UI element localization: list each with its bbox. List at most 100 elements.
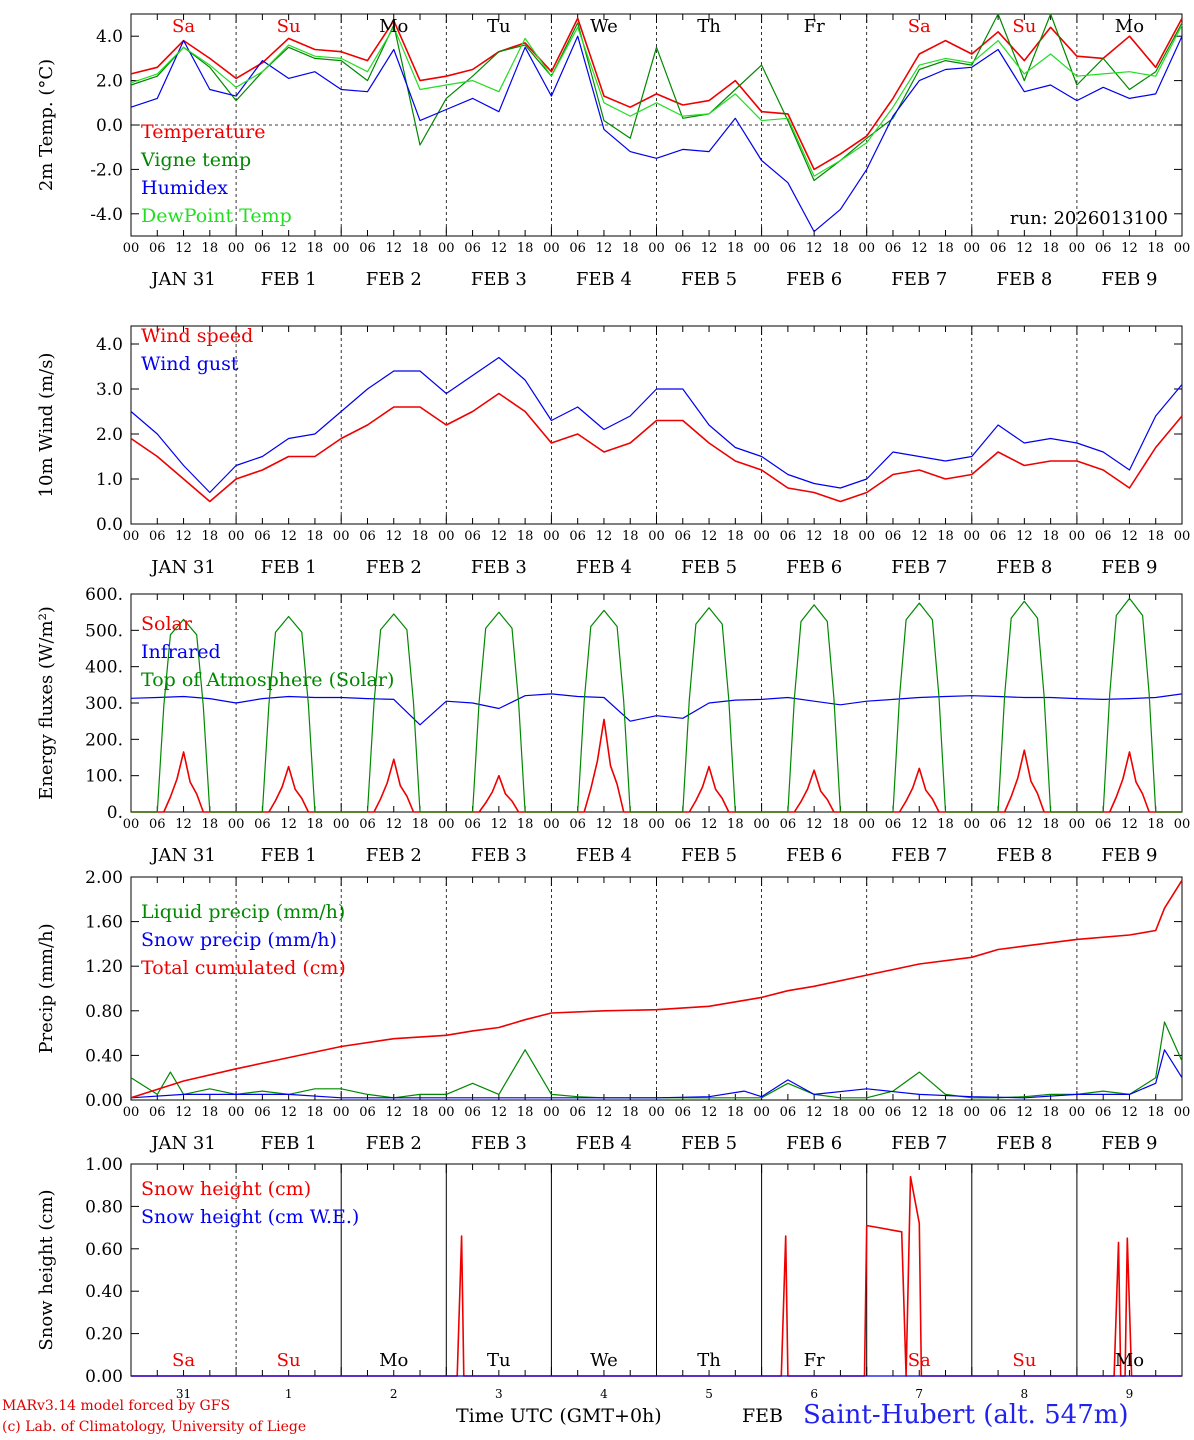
hour-tick-label: 12 xyxy=(175,817,192,832)
day-number: 2 xyxy=(390,1387,398,1401)
hour-tick-label: 18 xyxy=(727,817,744,832)
hour-tick-label: 18 xyxy=(832,1105,849,1120)
day-label: FEB 9 xyxy=(1101,269,1157,290)
legend-entry: Total cumulated (cm) xyxy=(141,957,346,979)
y-tick-label: 0.80 xyxy=(85,1197,123,1217)
day-label: FEB 7 xyxy=(891,1133,947,1154)
hour-tick-label: 00 xyxy=(228,1105,245,1120)
day-label: FEB 6 xyxy=(786,845,842,866)
hour-tick-label: 00 xyxy=(228,241,245,256)
y-tick-label: 1.60 xyxy=(85,913,123,933)
hour-tick-label: 12 xyxy=(806,529,823,544)
hour-tick-label: 00 xyxy=(858,817,875,832)
legend-entry: Wind speed xyxy=(141,325,253,347)
day-label: FEB 4 xyxy=(576,269,632,290)
weekday-label: Fr xyxy=(804,16,825,37)
hour-tick-label: 00 xyxy=(1174,817,1191,832)
day-label: FEB 6 xyxy=(786,269,842,290)
hour-tick-label: 06 xyxy=(569,1105,586,1120)
day-number: 1 xyxy=(285,1387,293,1401)
hour-tick-label: 18 xyxy=(1042,817,1059,832)
legend-entry: Wind gust xyxy=(141,353,239,375)
day-label: FEB 8 xyxy=(996,1133,1052,1154)
y-tick-label: 0.0 xyxy=(96,515,123,535)
panel-precip xyxy=(130,876,1183,1101)
legend-entry: Temperature xyxy=(141,121,265,143)
hour-tick-label: 00 xyxy=(543,817,560,832)
day-label: FEB 4 xyxy=(576,845,632,866)
weekday-label: Su xyxy=(277,1350,301,1371)
day-label: FEB 2 xyxy=(366,557,422,578)
y-axis-label: 2m Temp. (°C) xyxy=(36,59,57,191)
hour-tick-label: 06 xyxy=(885,1105,902,1120)
hour-tick-label: 12 xyxy=(911,817,928,832)
day-label: FEB 8 xyxy=(996,557,1052,578)
hour-tick-label: 00 xyxy=(858,529,875,544)
hour-tick-label: 12 xyxy=(1016,529,1033,544)
y-tick-label: 0.00 xyxy=(85,1367,123,1387)
hour-tick-label: 00 xyxy=(333,1105,350,1120)
hour-tick-label: 12 xyxy=(280,1105,297,1120)
hour-tick-label: 06 xyxy=(990,241,1007,256)
hour-tick-label: 00 xyxy=(1069,529,1086,544)
legend-entry: Vigne temp xyxy=(140,149,251,171)
y-tick-label: 0.80 xyxy=(85,1002,123,1022)
hour-tick-label: 06 xyxy=(1095,817,1112,832)
hour-tick-label: 00 xyxy=(438,1105,455,1120)
day-label: FEB 3 xyxy=(471,845,527,866)
weekday-label: Tu xyxy=(487,16,511,37)
hour-tick-label: 18 xyxy=(622,1105,639,1120)
hour-tick-label: 06 xyxy=(675,1105,692,1120)
hour-tick-label: 06 xyxy=(149,1105,166,1120)
hour-tick-label: 06 xyxy=(1095,1105,1112,1120)
day-label: FEB 3 xyxy=(471,557,527,578)
hour-tick-label: 06 xyxy=(569,241,586,256)
legend-entry: Snow height (cm) xyxy=(141,1178,311,1200)
hour-tick-label: 18 xyxy=(622,241,639,256)
hour-tick-label: 18 xyxy=(1147,817,1164,832)
hour-tick-label: 00 xyxy=(858,241,875,256)
day-label: FEB 9 xyxy=(1101,557,1157,578)
hour-tick-label: 12 xyxy=(806,241,823,256)
hour-tick-label: 00 xyxy=(858,1105,875,1120)
day-label: FEB 3 xyxy=(471,269,527,290)
hour-tick-label: 12 xyxy=(1121,817,1138,832)
y-tick-label: 0.00 xyxy=(85,1091,123,1111)
hour-tick-label: 12 xyxy=(596,1105,613,1120)
day-label: FEB 5 xyxy=(681,845,737,866)
run-label: run: 2026013100 xyxy=(1010,208,1168,229)
legend-entry: Snow precip (mm/h) xyxy=(141,929,337,951)
hour-tick-label: 12 xyxy=(175,529,192,544)
hour-tick-label: 00 xyxy=(1069,1105,1086,1120)
y-tick-label: 200. xyxy=(85,730,123,750)
hour-tick-label: 06 xyxy=(149,529,166,544)
day-label: FEB 3 xyxy=(471,1133,527,1154)
series-top-of-atmosphere-solar- xyxy=(131,597,1182,813)
panel-snow xyxy=(130,1163,1183,1377)
hour-tick-label: 00 xyxy=(333,241,350,256)
y-tick-label: 4.0 xyxy=(96,27,123,47)
day-label: FEB 9 xyxy=(1101,845,1157,866)
hour-tick-label: 00 xyxy=(438,817,455,832)
y-tick-label: 2.00 xyxy=(85,868,123,888)
hour-tick-label: 00 xyxy=(964,241,981,256)
legend-entry: DewPoint Temp xyxy=(141,205,292,227)
hour-tick-label: 00 xyxy=(543,529,560,544)
hour-tick-label: 18 xyxy=(1147,1105,1164,1120)
series-dewpoint-temp xyxy=(130,24,1183,177)
hour-tick-label: 18 xyxy=(517,1105,534,1120)
series-infrared xyxy=(130,693,1183,726)
hour-tick-label: 06 xyxy=(780,1105,797,1120)
hour-tick-label: 06 xyxy=(780,529,797,544)
weekday-label: Su xyxy=(277,16,301,37)
day-label: FEB 2 xyxy=(366,269,422,290)
y-tick-label: 0.0 xyxy=(96,116,123,136)
month-label: FEB xyxy=(742,1405,784,1427)
hour-tick-label: 12 xyxy=(701,529,718,544)
hour-tick-label: 12 xyxy=(596,529,613,544)
hour-tick-label: 06 xyxy=(1095,241,1112,256)
series-wind-speed xyxy=(130,392,1183,503)
hour-tick-label: 00 xyxy=(1174,241,1191,256)
hour-tick-label: 12 xyxy=(385,1105,402,1120)
